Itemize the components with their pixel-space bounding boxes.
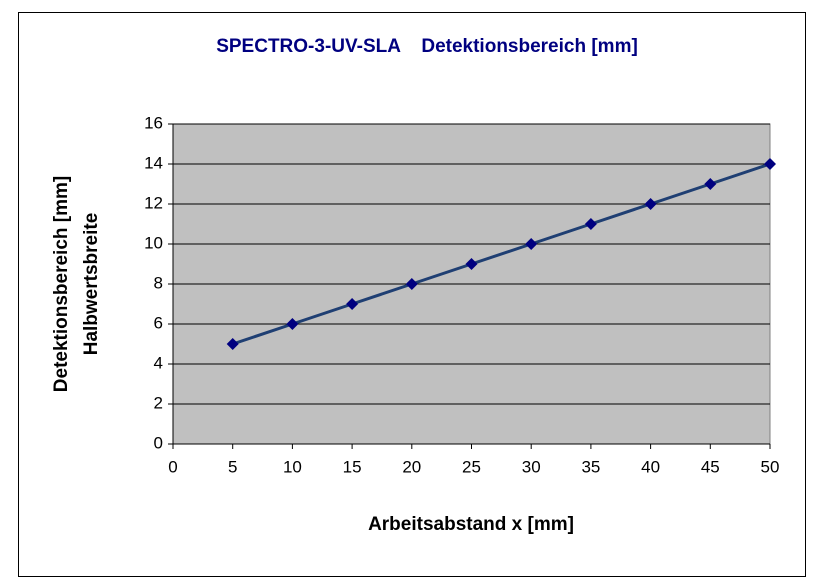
chart-title: SPECTRO-3-UV-SLA Detektionsbereich [mm] bbox=[216, 36, 638, 57]
y-tick-label: 8 bbox=[154, 273, 163, 292]
x-tick-label: 35 bbox=[581, 457, 600, 476]
data-point bbox=[704, 178, 717, 190]
data-point bbox=[346, 298, 359, 310]
data-point bbox=[644, 198, 657, 210]
x-tick-label: 50 bbox=[761, 457, 780, 476]
data-line bbox=[232, 162, 771, 346]
y-tick-label: 14 bbox=[144, 153, 163, 172]
y-tick-label: 2 bbox=[154, 393, 163, 412]
x-axis-label: Arbeitsabstand x [mm] bbox=[368, 514, 574, 535]
data-point bbox=[525, 238, 538, 250]
data-point bbox=[226, 338, 239, 350]
y-tick-label: 10 bbox=[144, 233, 163, 252]
x-tick-label: 20 bbox=[402, 457, 421, 476]
x-tick-label: 10 bbox=[283, 457, 302, 476]
x-tick-label: 5 bbox=[228, 457, 237, 476]
data-point bbox=[465, 258, 478, 270]
data-point bbox=[405, 278, 418, 290]
y-tick-label: 12 bbox=[144, 193, 163, 212]
x-tick-label: 40 bbox=[641, 457, 660, 476]
data-point bbox=[286, 318, 299, 330]
y-tick-label: 4 bbox=[154, 353, 163, 372]
y-tick-label: 16 bbox=[144, 113, 163, 132]
x-tick-label: 25 bbox=[462, 457, 481, 476]
y-tick-label: 6 bbox=[154, 313, 163, 332]
x-tick-label: 15 bbox=[343, 457, 362, 476]
y-tick-label: 0 bbox=[154, 433, 163, 452]
x-tick-label: 0 bbox=[168, 457, 177, 476]
data-point bbox=[584, 218, 597, 230]
x-tick-label: 30 bbox=[522, 457, 541, 476]
data-point bbox=[764, 158, 776, 170]
y-axis-label: Halbwertsbreite bbox=[81, 213, 102, 356]
x-tick-label: 45 bbox=[701, 457, 720, 476]
y-axis-label: Detektionsbereich [mm] bbox=[51, 176, 72, 392]
